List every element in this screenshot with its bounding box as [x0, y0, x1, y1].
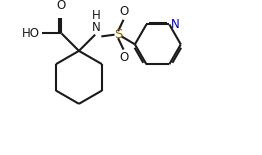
- Text: N: N: [171, 18, 180, 31]
- Text: H
N: H N: [92, 9, 100, 34]
- Text: O: O: [120, 5, 129, 18]
- Text: HO: HO: [22, 27, 40, 40]
- Text: O: O: [57, 0, 66, 12]
- Text: O: O: [120, 51, 129, 64]
- Text: S: S: [114, 28, 122, 41]
